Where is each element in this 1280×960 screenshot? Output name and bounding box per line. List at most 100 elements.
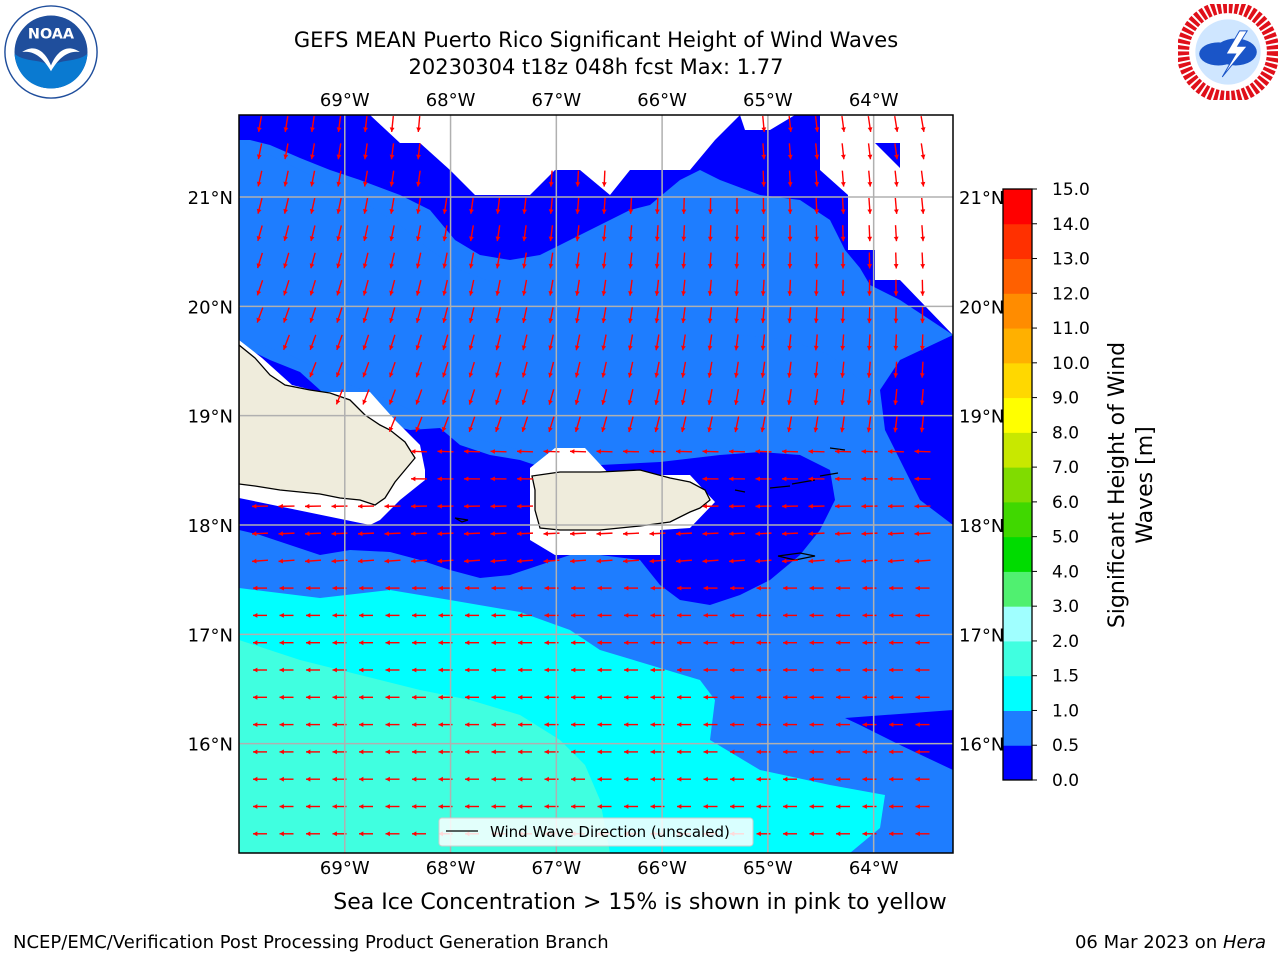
footer-date: 06 Mar 2023 on Hera — [1075, 932, 1266, 953]
direction-arrowhead — [544, 776, 549, 782]
direction-arrowhead — [627, 399, 633, 405]
direction-arrowhead — [756, 640, 761, 646]
direction-arrowhead — [601, 372, 607, 378]
direction-arrowhead — [437, 531, 443, 537]
lat-label-right: 17°N — [959, 625, 1004, 646]
direction-arrowhead — [389, 209, 395, 214]
direction-arrowhead — [914, 531, 920, 537]
direction-arrowhead — [495, 399, 500, 405]
direction-arrowhead — [253, 776, 258, 782]
colorbar-swatch — [1003, 501, 1032, 538]
direction-arrowhead — [490, 558, 496, 564]
direction-arrowhead — [517, 558, 522, 564]
direction-arrowhead — [437, 449, 442, 454]
direction-arrowhead — [518, 585, 523, 591]
direction-arrowhead — [649, 449, 654, 454]
direction-arrowhead — [677, 776, 682, 782]
direction-arrowhead — [438, 613, 443, 618]
direction-arrowhead — [491, 694, 496, 700]
direction-arrowhead — [283, 127, 289, 132]
direction-arrowhead — [596, 449, 601, 454]
direction-arrowhead — [677, 749, 682, 755]
direction-arrowhead — [650, 749, 655, 755]
direction-arrowhead — [331, 503, 336, 509]
direction-arrowhead — [412, 694, 417, 700]
direction-arrowhead — [707, 318, 713, 324]
direction-arrowhead — [894, 127, 899, 132]
lon-label-top: 67°W — [531, 90, 581, 111]
direction-arrowhead — [920, 209, 926, 214]
direction-arrowhead — [518, 749, 523, 755]
direction-arrowhead — [729, 476, 734, 482]
direction-arrowhead — [363, 154, 368, 160]
direction-arrowhead — [601, 182, 607, 187]
direction-arrowhead — [310, 154, 315, 160]
direction-arrowhead — [787, 400, 792, 405]
direction-arrowhead — [787, 372, 792, 378]
direction-arrowhead — [385, 667, 390, 673]
direction-arrowhead — [703, 667, 708, 673]
lon-label-top: 64°W — [849, 90, 899, 111]
direction-arrowhead — [385, 749, 390, 755]
direction-arrowhead — [707, 427, 713, 433]
direction-arrowhead — [840, 373, 846, 378]
direction-arrowhead — [332, 804, 337, 809]
direction-arrowhead — [915, 613, 920, 618]
direction-arrowhead — [654, 345, 660, 351]
virgin-islands — [454, 447, 846, 561]
direction-arrowhead — [278, 558, 284, 564]
direction-arrowhead — [813, 400, 819, 405]
lon-label-bottom: 67°W — [531, 858, 581, 879]
direction-arrowhead — [866, 345, 872, 351]
direction-arrowhead — [570, 449, 575, 454]
direction-arrowhead — [441, 426, 447, 432]
direction-arrowhead — [548, 182, 554, 187]
direction-arrowhead — [862, 694, 867, 700]
direction-arrowhead — [841, 127, 846, 132]
direction-arrowhead — [256, 181, 262, 187]
direction-arrowhead — [336, 208, 342, 214]
hispaniola-land — [239, 344, 416, 506]
direction-arrowhead — [676, 449, 681, 454]
direction-arrowhead — [783, 640, 788, 646]
direction-arrowhead — [518, 667, 523, 673]
direction-arrowhead — [336, 236, 341, 241]
direction-arrowhead — [915, 804, 920, 809]
colorbar-tick-label: 0.5 — [1052, 736, 1079, 756]
direction-arrowhead — [840, 400, 845, 405]
direction-arrowhead — [571, 585, 576, 591]
direction-arrowhead — [730, 722, 735, 727]
direction-arrowhead — [283, 154, 289, 160]
direction-arrowhead — [814, 209, 820, 214]
colorbar-tick-label: 2.0 — [1052, 632, 1079, 652]
direction-arrowhead — [866, 318, 872, 324]
direction-arrowhead — [359, 749, 364, 755]
direction-arrowhead — [813, 318, 819, 324]
direction-arrowhead — [571, 804, 576, 809]
direction-arrowhead — [548, 318, 554, 323]
direction-arrowhead — [649, 531, 655, 537]
direction-arrowhead — [389, 181, 395, 187]
direction-arrowhead — [708, 209, 713, 214]
direction-arrowhead — [415, 345, 421, 351]
direction-arrowhead — [415, 317, 421, 323]
direction-arrowhead — [654, 318, 660, 324]
direction-arrowhead — [889, 831, 894, 837]
direction-arrowhead — [491, 667, 496, 673]
colorbar-tick-label: 1.5 — [1052, 667, 1079, 687]
direction-arrowhead — [465, 804, 470, 809]
direction-arrowhead — [861, 503, 866, 509]
direction-arrowhead — [358, 531, 363, 537]
direction-arrowhead — [840, 264, 846, 269]
direction-arrowhead — [415, 236, 421, 242]
direction-arrowhead — [867, 209, 873, 214]
direction-arrowhead — [809, 613, 814, 618]
direction-arrowhead — [866, 400, 872, 405]
direction-arrowhead — [309, 236, 315, 241]
direction-arrowhead — [309, 290, 315, 296]
direction-arrowhead — [761, 127, 767, 132]
direction-arrowhead — [813, 345, 819, 351]
direction-arrowhead — [416, 209, 421, 214]
direction-arrowhead — [548, 427, 553, 432]
direction-arrowhead — [650, 585, 655, 591]
